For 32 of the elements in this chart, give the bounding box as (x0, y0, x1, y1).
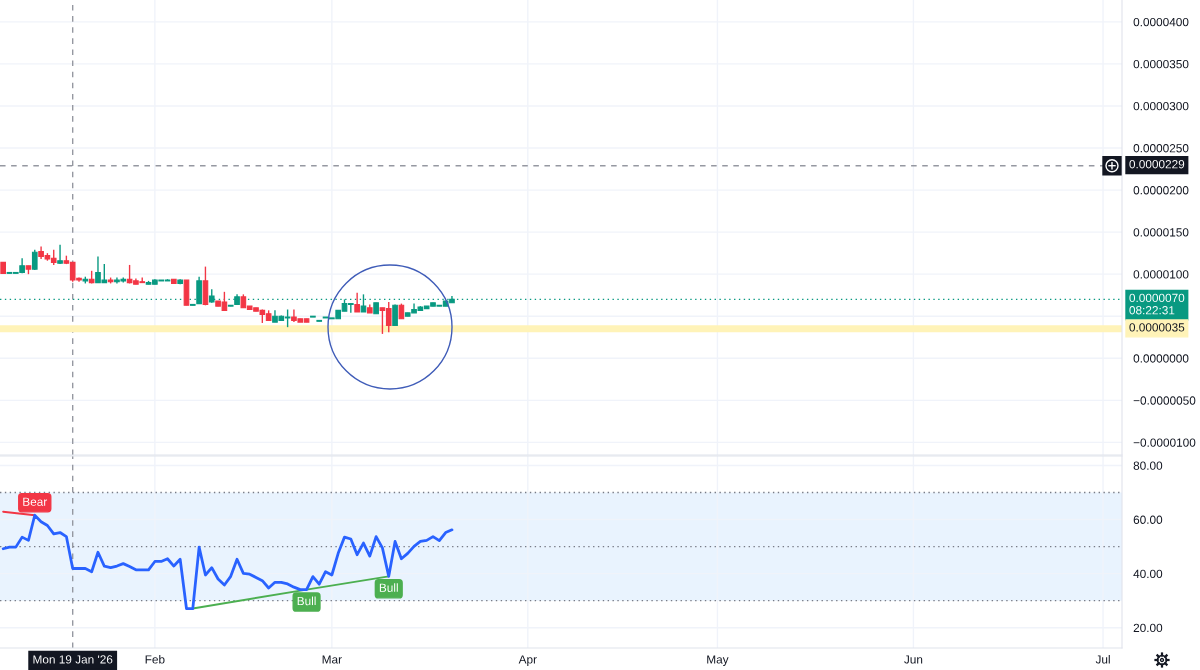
x-tick-label: Apr (518, 655, 537, 666)
y-tick-label: 0.0000000 (1133, 354, 1189, 363)
annotation: Bull (297, 596, 316, 606)
ref-line-label: 0.0000229 (1129, 160, 1185, 169)
ref-line-label: 0.0000035 (1129, 323, 1185, 332)
y-tick-label: −0.0000100 (1133, 438, 1196, 447)
y-tick-label: 20.00 (1133, 623, 1163, 633)
y-tick-label: 80.00 (1133, 461, 1163, 470)
y-tick-label: 0.0000350 (1133, 59, 1189, 69)
candlestick (202, 265, 209, 306)
ref-line-label: Mon 19 Jan '26 (33, 655, 113, 664)
y-tick-label: 60.00 (1133, 515, 1163, 524)
x-tick-label: Jun (904, 655, 923, 664)
x-tick-label: Jul (1095, 654, 1110, 664)
annotation: Bear (23, 497, 48, 506)
y-tick-label: 0.0000150 (1133, 228, 1189, 237)
y-tick-label: 0.0000200 (1133, 186, 1189, 195)
x-tick-label: Mar (322, 655, 342, 664)
y-tick-label: 0.0000250 (1133, 144, 1189, 153)
line-series (1, 513, 454, 610)
x-tick-label: Feb (145, 654, 165, 664)
candlestick (31, 249, 38, 271)
ref-line-label: 0.0000070 08:22:31 (1129, 293, 1185, 315)
x-tick-label: May (707, 655, 729, 666)
annotation: Bull (379, 583, 398, 592)
y-tick-label: 0.0000300 (1133, 102, 1189, 111)
y-tick-label: 0.0000400 (1133, 17, 1189, 27)
candlestick (392, 303, 398, 327)
y-tick-label: 0.0000100 (1133, 270, 1189, 279)
y-tick-label: 40.00 (1133, 569, 1163, 579)
y-tick-label: −0.0000050 (1133, 396, 1196, 405)
candlestick (354, 291, 360, 313)
